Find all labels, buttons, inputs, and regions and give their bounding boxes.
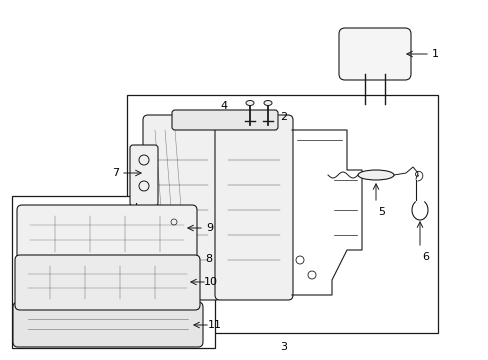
FancyBboxPatch shape — [130, 145, 158, 206]
Text: 7: 7 — [112, 168, 119, 178]
Text: 2: 2 — [280, 112, 286, 122]
FancyBboxPatch shape — [142, 115, 221, 300]
FancyBboxPatch shape — [338, 28, 410, 80]
FancyBboxPatch shape — [15, 255, 200, 310]
Text: 8: 8 — [204, 254, 212, 264]
FancyBboxPatch shape — [215, 115, 292, 300]
Text: 4: 4 — [220, 101, 226, 111]
Text: 10: 10 — [203, 277, 218, 287]
FancyBboxPatch shape — [17, 205, 197, 263]
Text: 5: 5 — [377, 207, 384, 217]
Ellipse shape — [357, 170, 393, 180]
Text: 1: 1 — [431, 49, 438, 59]
Bar — [12, 196, 215, 348]
FancyBboxPatch shape — [172, 110, 278, 130]
Text: 9: 9 — [205, 223, 213, 233]
Ellipse shape — [264, 100, 271, 105]
Text: 3: 3 — [280, 342, 286, 352]
Bar — [127, 95, 437, 333]
Text: 6: 6 — [421, 252, 428, 262]
Text: 11: 11 — [207, 320, 222, 330]
FancyBboxPatch shape — [13, 302, 203, 347]
Ellipse shape — [245, 100, 253, 105]
